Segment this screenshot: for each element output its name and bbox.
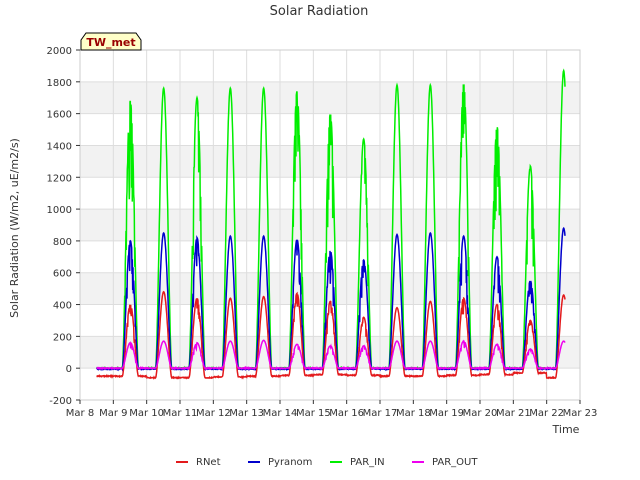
y-tick-label: 200 bbox=[53, 332, 72, 343]
site-label-box: TW_met bbox=[80, 32, 142, 51]
x-tick-label: Mar 10 bbox=[129, 408, 164, 419]
legend: RNet Pyranom PAR_IN PAR_OUT bbox=[176, 457, 478, 468]
x-tick-label: Mar 16 bbox=[329, 408, 364, 419]
y-tick-label: 1800 bbox=[47, 78, 72, 89]
y-tick-label: 1600 bbox=[47, 110, 72, 121]
y-tick-label: 0 bbox=[66, 364, 72, 375]
x-tick-label: Mar 8 bbox=[66, 408, 94, 419]
series-line-rnet bbox=[96, 290, 566, 380]
background-band bbox=[80, 304, 580, 337]
x-tick-label: Mar 14 bbox=[263, 408, 298, 419]
y-axis-label: Solar Radiation (W/m2, uE/m2/s) bbox=[8, 138, 21, 318]
background-band bbox=[80, 50, 580, 82]
x-tick-label: Mar 21 bbox=[496, 408, 531, 419]
x-tick-label: Mar 13 bbox=[229, 408, 264, 419]
legend-label: PAR_IN bbox=[350, 457, 385, 468]
series-layer bbox=[96, 68, 566, 380]
y-tick-label: 1000 bbox=[47, 205, 72, 216]
legend-label: RNet bbox=[196, 457, 221, 468]
y-axis-ticks: -200 0 200 400 600 800 1000 1200 1400 1600 1800 200… bbox=[47, 46, 80, 407]
x-tick-label: Mar 20 bbox=[463, 408, 498, 419]
legend-label: PAR_OUT bbox=[432, 457, 478, 468]
x-tick-label: Mar 15 bbox=[296, 408, 331, 419]
background-band bbox=[80, 368, 580, 400]
site-label-text: TW_met bbox=[86, 36, 135, 49]
x-tick-label: Mar 23 bbox=[563, 408, 598, 419]
x-tick-label: Mar 19 bbox=[429, 408, 464, 419]
y-tick-label: 1400 bbox=[47, 141, 72, 152]
y-tick-label: -200 bbox=[49, 396, 72, 407]
series-line-par-out bbox=[96, 339, 566, 371]
y-tick-label: 600 bbox=[53, 269, 72, 280]
plot-frame bbox=[79, 49, 581, 401]
x-tick-label: Mar 9 bbox=[99, 408, 127, 419]
legend-label: Pyranom bbox=[268, 457, 312, 468]
y-tick-label: 400 bbox=[53, 301, 72, 312]
y-tick-label: 800 bbox=[53, 237, 72, 248]
background-band bbox=[80, 209, 580, 241]
x-tick-label: Mar 17 bbox=[363, 408, 398, 419]
background-band bbox=[80, 177, 580, 210]
x-tick-label: Mar 11 bbox=[163, 408, 198, 419]
background-band bbox=[80, 81, 580, 114]
x-tick-label: Mar 22 bbox=[529, 408, 564, 419]
x-tick-label: Mar 12 bbox=[196, 408, 231, 419]
site-label-background bbox=[80, 32, 142, 51]
chart-title: Solar Radiation bbox=[270, 4, 369, 19]
y-tick-label: 1200 bbox=[47, 173, 72, 184]
y-tick-label: 2000 bbox=[47, 46, 72, 57]
x-axis-label: Time bbox=[552, 423, 580, 436]
x-tick-label: Mar 18 bbox=[396, 408, 431, 419]
